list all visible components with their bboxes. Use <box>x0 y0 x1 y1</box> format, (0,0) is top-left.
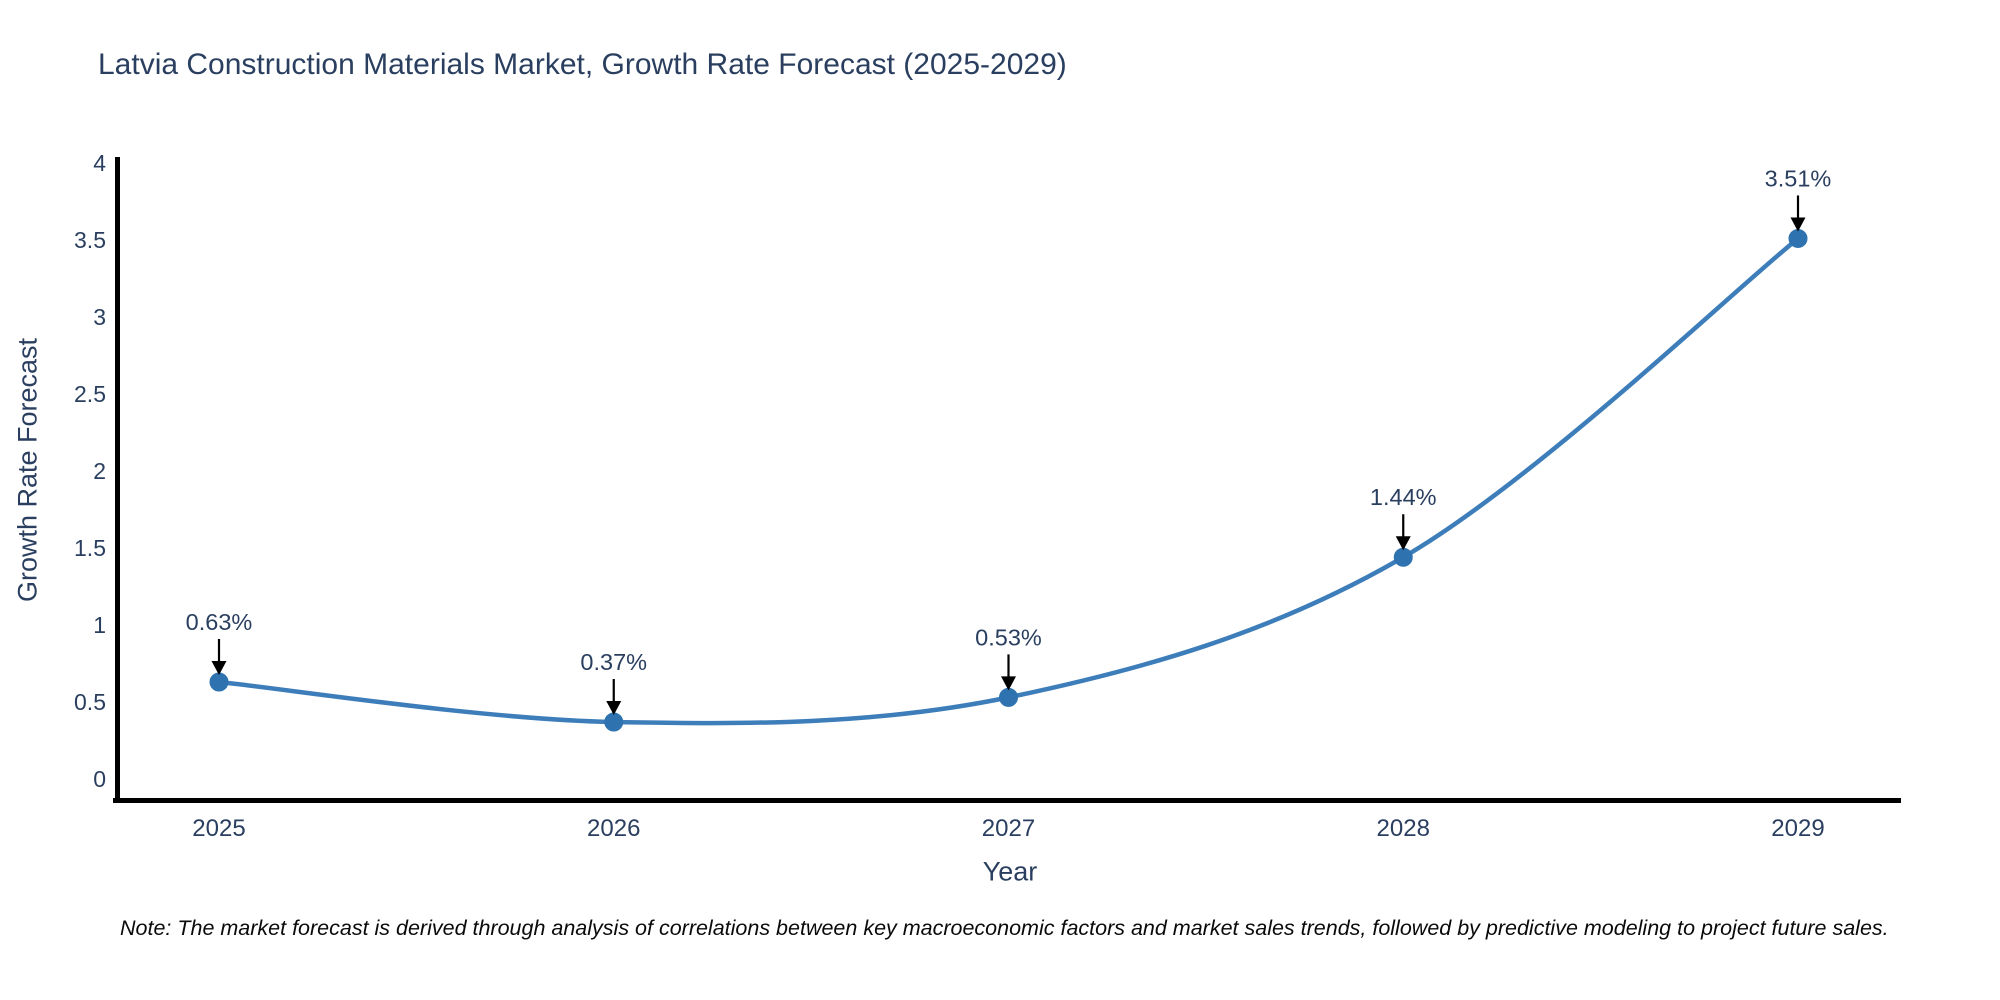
data-point-2025[interactable] <box>209 672 229 692</box>
data-point-2029[interactable] <box>1788 228 1808 248</box>
y-axis-title: Growth Rate Forecast <box>12 337 43 603</box>
y-tick-label: 1 <box>93 612 106 638</box>
point-value-label: 0.63% <box>186 609 253 635</box>
point-value-label: 0.37% <box>580 649 647 675</box>
x-tick-label: 2026 <box>587 815 640 842</box>
annotation-arrow-head <box>1395 536 1411 551</box>
data-point-2026[interactable] <box>604 712 624 732</box>
point-value-label: 1.44% <box>1370 484 1437 510</box>
y-tick-label: 2.5 <box>74 381 106 407</box>
annotation-arrow-head <box>1001 676 1016 691</box>
chart-footnote: Note: The market forecast is derived thr… <box>120 916 1889 940</box>
data-point-2028[interactable] <box>1393 547 1413 567</box>
annotation-arrow-head <box>606 701 622 716</box>
y-tick-label: 3 <box>93 304 106 330</box>
x-tick-label: 2027 <box>982 815 1035 842</box>
y-tick-label: 0.5 <box>74 689 106 715</box>
y-tick-label: 0 <box>93 766 106 792</box>
point-value-label: 0.53% <box>975 624 1042 650</box>
series-line <box>216 236 1801 726</box>
point-value-label: 3.51% <box>1765 165 1832 191</box>
x-tick-label: 2029 <box>1771 815 1824 842</box>
chart-title: Latvia Construction Materials Market, Gr… <box>98 48 1067 81</box>
y-tick-label: 1.5 <box>74 535 106 561</box>
y-tick-label: 4 <box>93 150 106 176</box>
x-axis-line <box>113 798 1901 803</box>
data-point-2027[interactable] <box>999 687 1018 707</box>
x-tick-label: 2025 <box>192 815 245 842</box>
y-axis-line <box>115 157 120 803</box>
y-tick-label: 2 <box>93 458 106 484</box>
annotation-arrow-head <box>211 660 227 675</box>
x-axis-title: Year <box>982 856 1038 887</box>
annotation-arrow-head <box>1790 217 1806 232</box>
x-tick-label: 2028 <box>1377 815 1430 842</box>
y-tick-label: 3.5 <box>74 227 106 253</box>
